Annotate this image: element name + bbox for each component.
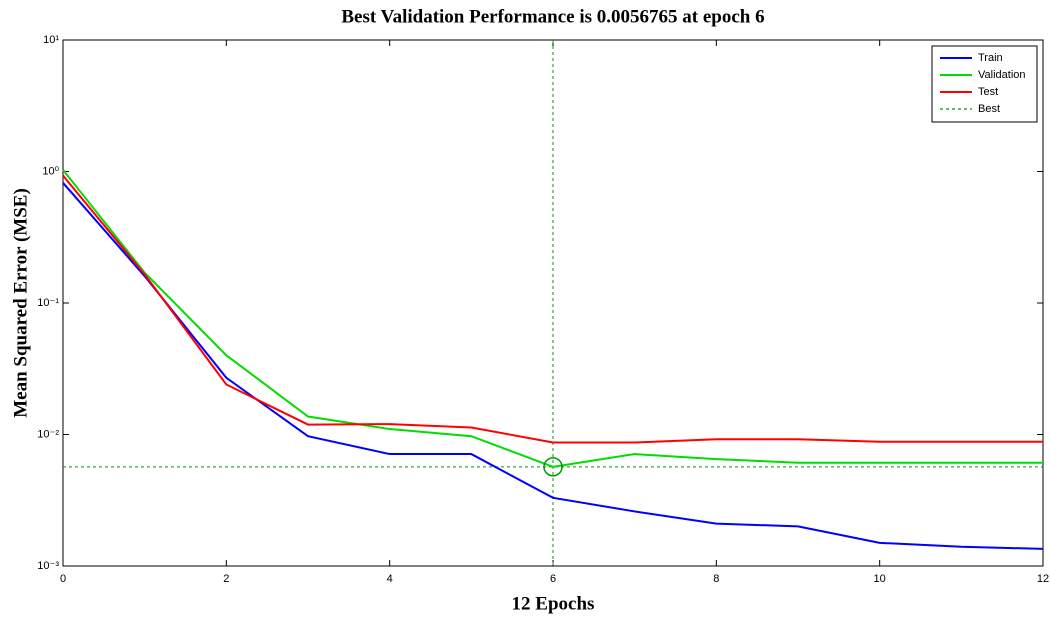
y-tick-label: 10⁻³ (37, 560, 59, 572)
y-tick-label: 10⁻² (37, 428, 59, 440)
x-tick-label: 8 (713, 573, 719, 585)
x-axis-label: 12 Epochs (512, 593, 595, 614)
legend-label: Best (978, 103, 1000, 115)
series-line (62, 182, 1044, 550)
y-tick-label: 10⁰ (42, 165, 59, 177)
best-marker (543, 457, 563, 477)
legend-label: Test (978, 86, 998, 98)
y-tick-label: 10¹ (43, 34, 59, 46)
x-tick-label: 0 (60, 573, 66, 585)
chart-title: Best Validation Performance is 0.0056765… (341, 6, 764, 27)
legend-label: Train (978, 52, 1003, 64)
y-axis-label: Mean Squared Error (MSE) (10, 188, 31, 418)
legend-label: Validation (978, 69, 1026, 81)
x-tick-label: 10 (874, 573, 886, 585)
x-tick-label: 12 (1037, 573, 1049, 585)
series-line (62, 169, 1043, 468)
y-tick-label: 10⁻¹ (37, 297, 59, 309)
x-tick-label: 4 (387, 573, 393, 585)
x-tick-label: 6 (550, 573, 556, 585)
series-line (62, 175, 1043, 444)
x-tick-label: 2 (223, 573, 229, 585)
